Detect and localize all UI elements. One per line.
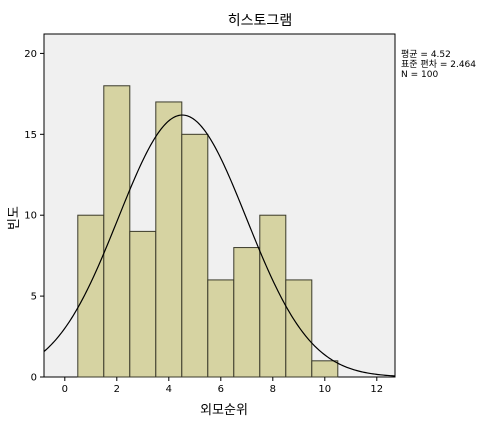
- y-tick-label: 15: [24, 130, 37, 141]
- y-tick-label: 10: [24, 211, 37, 222]
- histogram-bar: [207, 279, 235, 378]
- x-tick-label: 10: [318, 384, 331, 395]
- stats-sd: 표준 편차 = 2.464: [401, 58, 476, 70]
- x-tick-label: 2: [114, 384, 120, 395]
- x-tick-label: 0: [62, 384, 68, 395]
- histogram-bar: [129, 230, 157, 378]
- chart-title: 히스토그램: [228, 13, 292, 29]
- stats-n: N = 100: [401, 70, 438, 80]
- curve-layer: [43, 114, 396, 377]
- stats-legend: 평균 = 4.52 표준 편차 = 2.464 N = 100: [401, 49, 476, 80]
- histogram-bar: [259, 214, 287, 378]
- histogram-bar: [77, 214, 105, 378]
- histogram-bar: [155, 101, 183, 378]
- y-tick-label: 0: [31, 373, 37, 384]
- y-tick-label: 20: [24, 49, 37, 60]
- histogram-bar: [285, 279, 313, 378]
- bars-layer: [77, 85, 339, 378]
- x-tick-label: 8: [270, 384, 276, 395]
- histogram-bar: [181, 133, 209, 378]
- x-tick-label: 4: [166, 384, 172, 395]
- histogram-bar: [233, 247, 261, 378]
- histogram-bar: [103, 85, 131, 378]
- ticks-layer: 0 2 4 6 8 10 12 0 5 10 15 20: [24, 49, 383, 395]
- x-tick-label: 12: [370, 384, 383, 395]
- y-axis-title: 빈도: [7, 206, 22, 230]
- histogram-bar: [311, 360, 339, 378]
- normal-curve: [43, 114, 396, 377]
- x-axis-title: 외모순위: [200, 403, 248, 418]
- y-tick-label: 5: [31, 292, 37, 303]
- stats-mean: 평균 = 4.52: [401, 49, 451, 60]
- x-tick-label: 6: [218, 384, 224, 395]
